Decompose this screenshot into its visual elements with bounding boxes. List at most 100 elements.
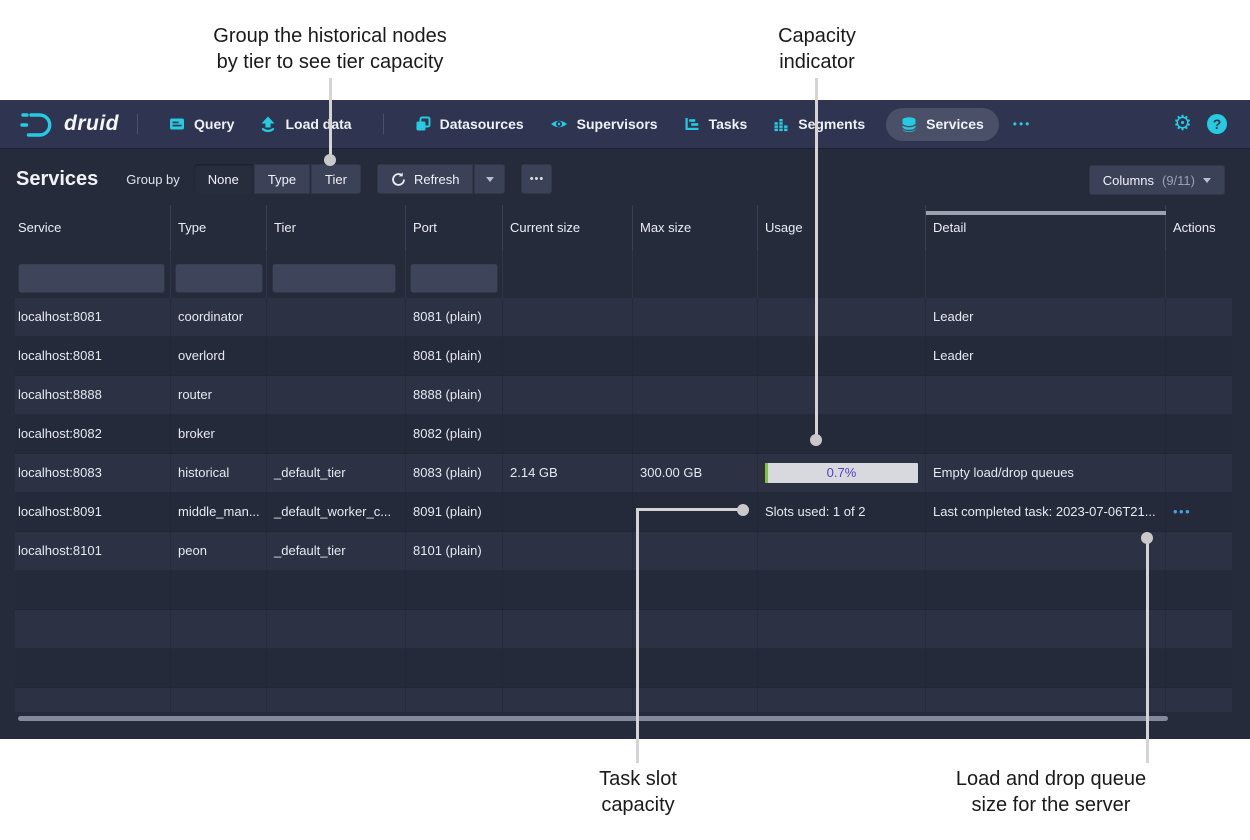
refresh-split-button: Refresh [376,164,506,194]
cell-port [406,688,503,712]
filter-cell [171,250,267,298]
table-row: localhost:8888 router 8888 (plain) [15,376,1232,415]
service-filter-input[interactable] [18,263,165,293]
annotation-dot [810,434,822,446]
nav-more-icon[interactable]: ••• [1012,117,1032,131]
refresh-label: Refresh [413,171,460,187]
cell-detail [926,571,1166,609]
druid-logo[interactable]: druid [20,111,119,138]
annotation-capacity: Capacity indicator [747,23,887,75]
cell-tier: _default_tier [267,532,406,570]
annotation-dot [324,154,336,166]
column-header-tier[interactable]: Tier [267,205,406,250]
column-header-port[interactable]: Port [406,205,503,250]
cell-service [15,571,171,609]
cell-current-size [503,337,633,375]
cell-tier [267,298,406,336]
cell-detail: Last completed task: 2023-07-06T21... [926,493,1166,531]
filter-cells [15,250,1232,298]
group-by-tier-button[interactable]: Tier [311,164,361,194]
refresh-caret-button[interactable] [474,164,506,194]
cell-max-size [633,298,758,336]
table-header: Service Type Tier Port Current size Max … [15,205,1232,250]
nav-item-datasources[interactable]: Datasources [415,116,524,132]
cell-detail [926,688,1166,712]
annotation-dot [1141,532,1153,544]
cell-type [171,649,267,687]
cell-max-size [633,571,758,609]
table-filter-row [15,250,1232,298]
port-filter-input[interactable] [410,263,498,293]
cell-usage: 0.7% [758,454,926,492]
help-icon[interactable]: ? [1207,114,1227,134]
type-filter-input[interactable] [175,263,263,293]
cell-port: 8083 (plain) [406,454,503,492]
cell-usage [758,415,926,453]
cell-actions [1166,376,1232,414]
table-row: localhost:8083 historical _default_tier 808… [15,454,1232,493]
columns-button[interactable]: Columns (9/11) [1088,165,1225,195]
chevron-down-icon [1203,177,1211,183]
cell-usage: Slots used: 1 of 2 [758,493,926,531]
column-header-actions[interactable]: Actions [1173,220,1216,235]
filter-cell [758,250,926,298]
settings-gear-icon[interactable]: ⚙ [1173,112,1192,135]
cell-actions [1166,610,1232,648]
usage-bar-fill [765,463,768,483]
cell-current-size [503,298,633,336]
cell-type [171,571,267,609]
cell-port: 8101 (plain) [406,532,503,570]
table-row: localhost:8081 coordinator 8081 (plain) Lea… [15,298,1232,337]
column-header-type[interactable]: Type [171,205,267,250]
detail-column-highlight-bar [926,211,1166,215]
cell-tier [267,415,406,453]
cell-max-size [633,376,758,414]
column-header-detail[interactable]: Detail [926,205,1166,250]
refresh-button[interactable]: Refresh [376,164,474,194]
annotation-line2: by tier to see tier capacity [216,51,444,73]
column-header-usage[interactable]: Usage [758,205,926,250]
cell-type [171,688,267,712]
cell-detail: Leader [926,337,1166,375]
cell-port: 8888 (plain) [406,376,503,414]
cell-service [15,688,171,712]
cell-actions [1166,415,1232,453]
group-by-none-button[interactable]: None [193,164,253,194]
tier-filter-input[interactable] [272,263,396,293]
cell-actions: ••• [1166,493,1232,531]
columns-count: (9/11) [1162,172,1195,188]
nav-item-supervisors[interactable]: Supervisors [550,116,658,132]
cell-current-size [503,610,633,648]
nav-item-services-active[interactable]: Services [886,107,999,141]
gantt-chart-icon [684,116,700,132]
cell-actions [1166,298,1232,336]
nav-item-segments[interactable]: Segments [773,116,865,132]
cell-current-size [503,571,633,609]
column-header-max-size[interactable]: Max size [633,205,758,250]
column-header-current-size[interactable]: Current size [503,205,633,250]
cell-tier [267,571,406,609]
cell-max-size [633,688,758,712]
annotation-line2: size for the server [971,794,1131,816]
row-actions-more-icon[interactable]: ••• [1173,504,1192,519]
toolbar-more-button[interactable]: ••• [521,164,553,194]
cell-port: 8081 (plain) [406,337,503,375]
cell-tier [267,337,406,375]
cell-service: localhost:8082 [15,415,171,453]
cell-detail [926,376,1166,414]
group-by-type-button[interactable]: Type [253,164,311,194]
cell-tier [267,649,406,687]
nav-item-load-data[interactable]: Load data [260,116,352,132]
console-icon [169,116,185,132]
nav-item-tasks[interactable]: Tasks [684,116,747,132]
annotation-task-slot: Task slot capacity [568,766,708,818]
annotation-connector-line [815,78,818,436]
cell-current-size [503,688,633,712]
column-header-service[interactable]: Service [15,205,171,250]
cell-type: middle_man... [171,493,267,531]
cell-type: historical [171,454,267,492]
view-toolbar: Services Group by None Type Tier Refresh [0,148,1250,205]
horizontal-scrollbar[interactable] [18,716,1168,721]
nav-item-query[interactable]: Query [169,116,234,132]
